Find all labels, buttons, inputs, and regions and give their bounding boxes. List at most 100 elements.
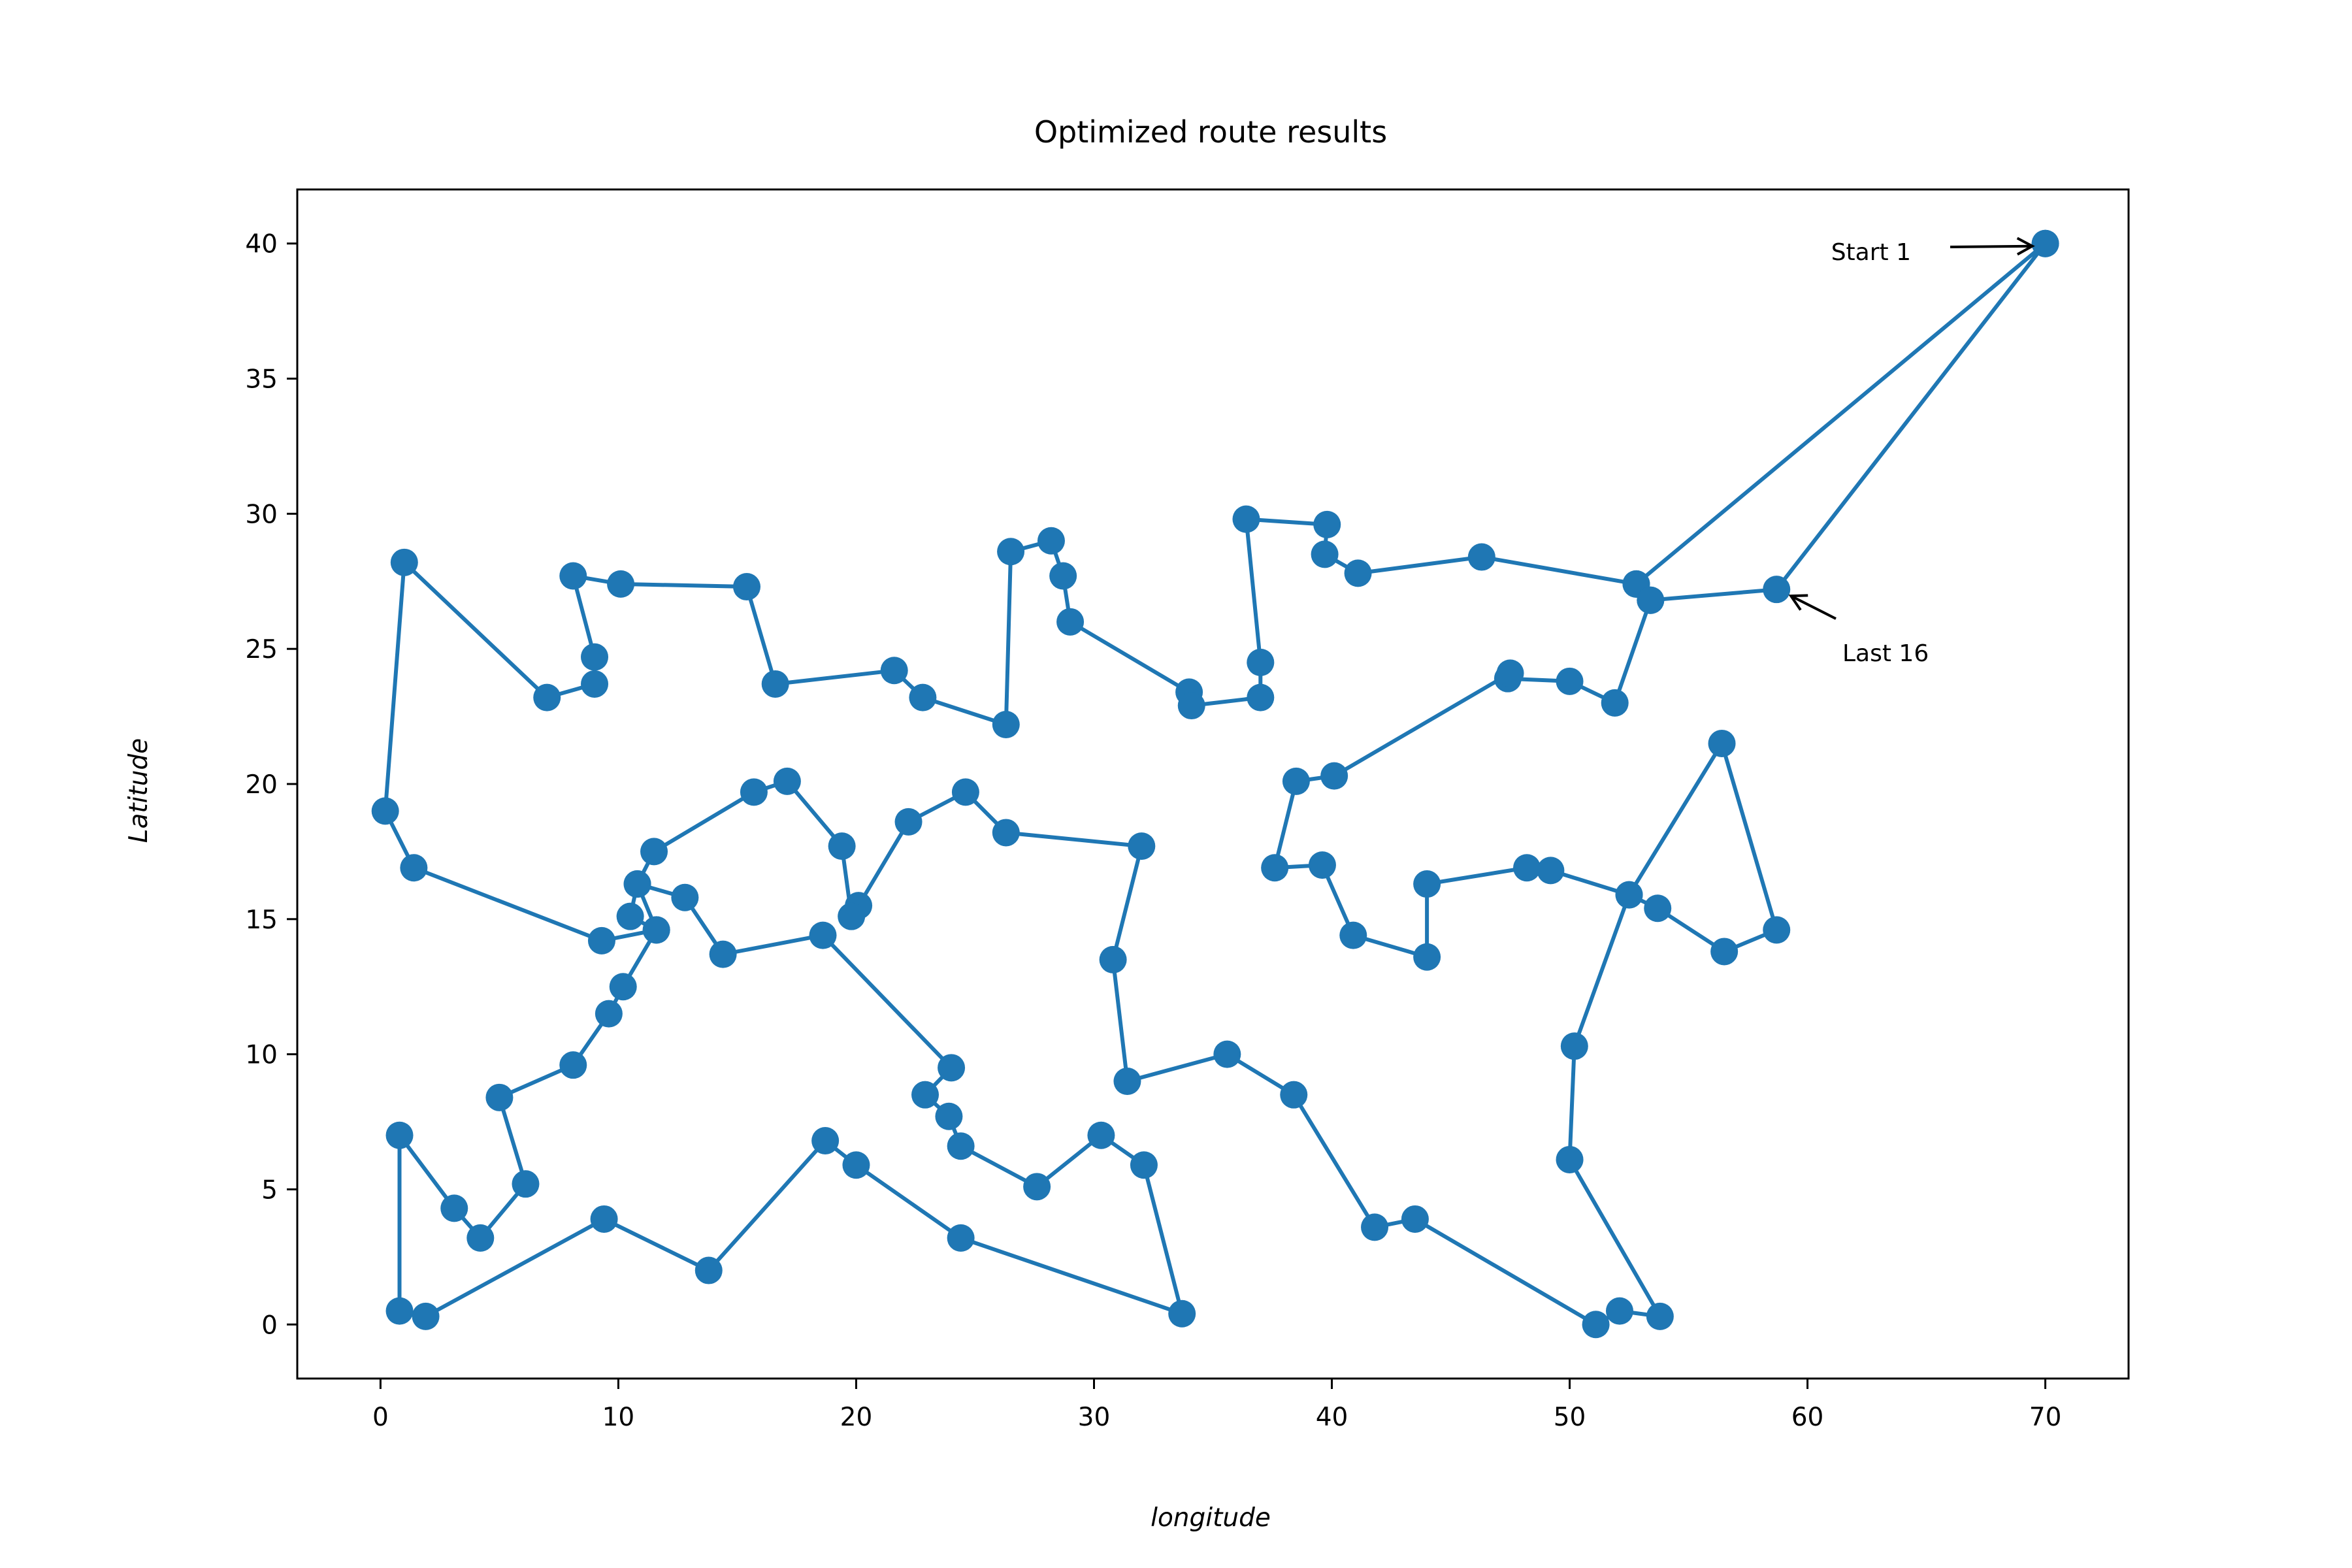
- route-point: [1413, 943, 1441, 971]
- route-point: [1605, 1297, 1633, 1325]
- route-point: [1556, 1145, 1584, 1173]
- route-point: [740, 778, 768, 806]
- route-point: [609, 973, 637, 1001]
- route-point: [623, 870, 651, 898]
- x-tick-label: 0: [372, 1403, 389, 1432]
- route-point: [935, 1102, 963, 1130]
- y-tick-label: 5: [261, 1175, 278, 1205]
- route-point: [581, 670, 609, 698]
- start-annotation: Start 1: [1831, 239, 1911, 266]
- y-tick-label: 30: [245, 500, 278, 529]
- route-point: [1247, 648, 1275, 676]
- route-point: [1128, 832, 1156, 860]
- route-point: [811, 1127, 840, 1154]
- route-point: [842, 1151, 870, 1179]
- route-point: [400, 854, 428, 882]
- route-point: [559, 562, 587, 590]
- route-point: [671, 883, 699, 911]
- route-point: [1615, 881, 1643, 909]
- route-point: [1763, 576, 1791, 604]
- route-point: [385, 1297, 414, 1325]
- annotation-arrow-head: [1788, 594, 1808, 611]
- y-tick-label: 10: [245, 1041, 278, 1070]
- route-point: [1037, 527, 1065, 555]
- route-point: [828, 832, 856, 860]
- y-tick-label: 25: [245, 635, 278, 664]
- route-point: [992, 819, 1020, 847]
- route-point: [1099, 945, 1127, 973]
- route-point: [909, 683, 937, 711]
- annotations: Start 1 Last 16: [1788, 237, 2035, 667]
- y-tick-label: 15: [245, 906, 278, 935]
- route-point: [1130, 1151, 1158, 1179]
- route-point: [947, 1132, 975, 1160]
- route-point: [1556, 667, 1584, 695]
- route-point: [390, 548, 418, 576]
- route-point: [590, 1205, 618, 1233]
- route-point: [1023, 1173, 1051, 1201]
- route-point: [1644, 894, 1672, 923]
- route-point: [559, 1051, 587, 1079]
- x-tick-label: 30: [1078, 1403, 1111, 1432]
- y-tick-label: 40: [245, 230, 278, 259]
- route-point: [1537, 857, 1565, 885]
- route-point: [1313, 510, 1341, 538]
- route-point: [1646, 1302, 1674, 1330]
- route-point: [1401, 1205, 1429, 1233]
- route-point: [951, 778, 979, 806]
- route-point: [1232, 505, 1260, 533]
- route-point: [1361, 1213, 1389, 1241]
- route-point: [911, 1081, 939, 1109]
- route-point: [1467, 543, 1495, 571]
- x-tick-label: 20: [840, 1403, 873, 1432]
- route-point: [838, 902, 866, 930]
- route-series: [371, 229, 2059, 1339]
- route-point: [642, 916, 670, 944]
- x-tick-label: 10: [602, 1403, 635, 1432]
- route-point: [2031, 229, 2059, 257]
- route-point: [997, 538, 1025, 566]
- y-tick-label: 0: [261, 1311, 278, 1340]
- route-point: [1413, 870, 1441, 898]
- route-point: [1213, 1040, 1241, 1068]
- route-point: [733, 573, 761, 601]
- x-axis-label: longitude: [1151, 1503, 1271, 1533]
- route-point: [412, 1302, 440, 1330]
- route-point: [371, 797, 399, 825]
- y-axis-ticks: 0 5 10 15 20 25 30 35 40: [245, 230, 297, 1340]
- route-point: [1708, 729, 1736, 757]
- route-point: [1339, 921, 1367, 949]
- route-point: [1049, 562, 1077, 590]
- chart-title: Optimized route results: [1034, 114, 1387, 150]
- x-axis-ticks: 0 10 20 30 40 50 60 70: [372, 1379, 2061, 1432]
- route-point: [947, 1224, 975, 1252]
- route-point: [1261, 854, 1289, 882]
- route-point: [773, 767, 801, 795]
- route-point: [1710, 938, 1739, 966]
- annotation-arrow-head: [2016, 237, 2035, 256]
- route-point: [1177, 692, 1205, 720]
- route-point: [640, 838, 668, 866]
- route-point: [1056, 608, 1085, 636]
- route-point: [1637, 586, 1665, 614]
- route-point: [1560, 1032, 1588, 1060]
- route-point: [595, 1000, 623, 1028]
- x-tick-label: 40: [1316, 1403, 1348, 1432]
- route-point: [1763, 916, 1791, 944]
- route-point: [1113, 1068, 1141, 1095]
- route-point: [512, 1170, 540, 1198]
- route-point: [1247, 683, 1275, 711]
- route-point: [1601, 689, 1629, 717]
- route-point: [581, 643, 609, 671]
- route-point: [587, 926, 615, 955]
- route-point: [466, 1224, 495, 1252]
- route-point: [1282, 767, 1310, 795]
- annotation-arrow-shaft: [1950, 244, 2033, 248]
- route-point: [1320, 762, 1348, 790]
- route-point: [694, 1256, 723, 1284]
- y-tick-label: 20: [245, 770, 278, 800]
- route-point: [440, 1194, 468, 1222]
- route-point: [1280, 1081, 1308, 1109]
